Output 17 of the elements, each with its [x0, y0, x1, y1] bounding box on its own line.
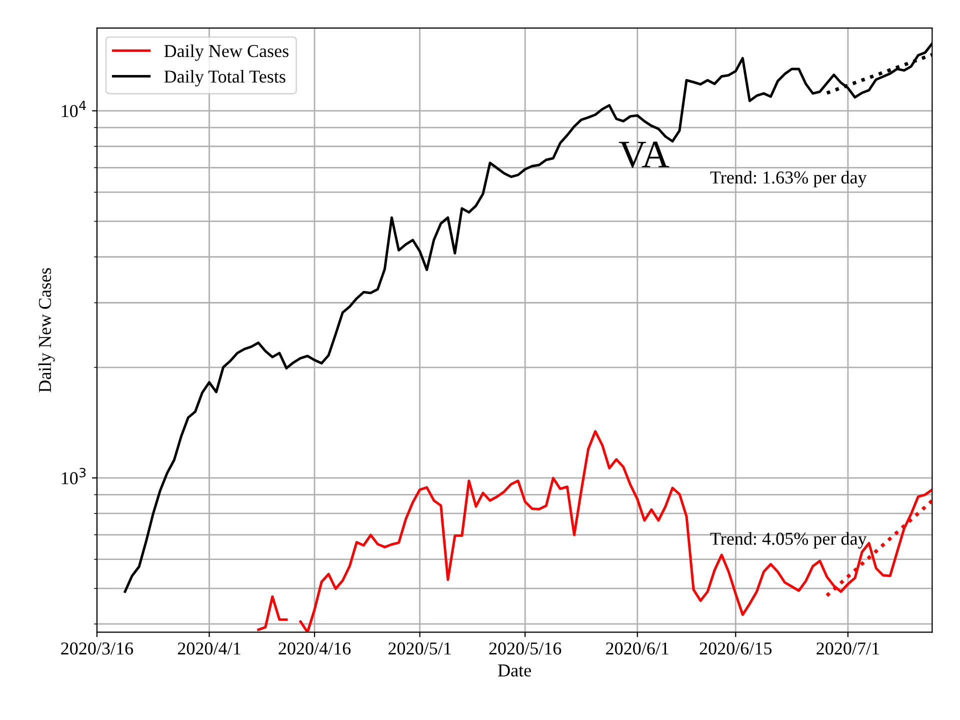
- annotation: Trend: 1.63% per day: [710, 170, 867, 188]
- x-tick-label: 2020/6/1: [606, 642, 668, 655]
- y-tick-label: 10$^{3}$: [62, 468, 86, 484]
- x-tick-label: 2020/6/15: [700, 642, 772, 655]
- annotation: Trend: 4.05% per day: [710, 532, 867, 549]
- x-tick-label: 2020/5/16: [489, 642, 562, 655]
- y-tick-label: 10$^{4}$: [62, 100, 86, 118]
- legend-label: Daily Total Tests: [164, 70, 286, 86]
- annotation: VA: [618, 142, 670, 168]
- y-axis-title: Daily New Cases: [38, 268, 55, 392]
- x-axis-title: Date: [498, 664, 531, 677]
- x-tick-label: 2020/7/1: [816, 642, 879, 655]
- x-tick-label: 2020/5/1: [388, 642, 451, 655]
- legend-label: Daily New Cases: [164, 44, 288, 61]
- x-tick-label: 2020/4/16: [278, 642, 351, 655]
- x-tick-label: 2020/3/16: [61, 642, 134, 655]
- x-tick-label: 2020/4/1: [178, 642, 240, 655]
